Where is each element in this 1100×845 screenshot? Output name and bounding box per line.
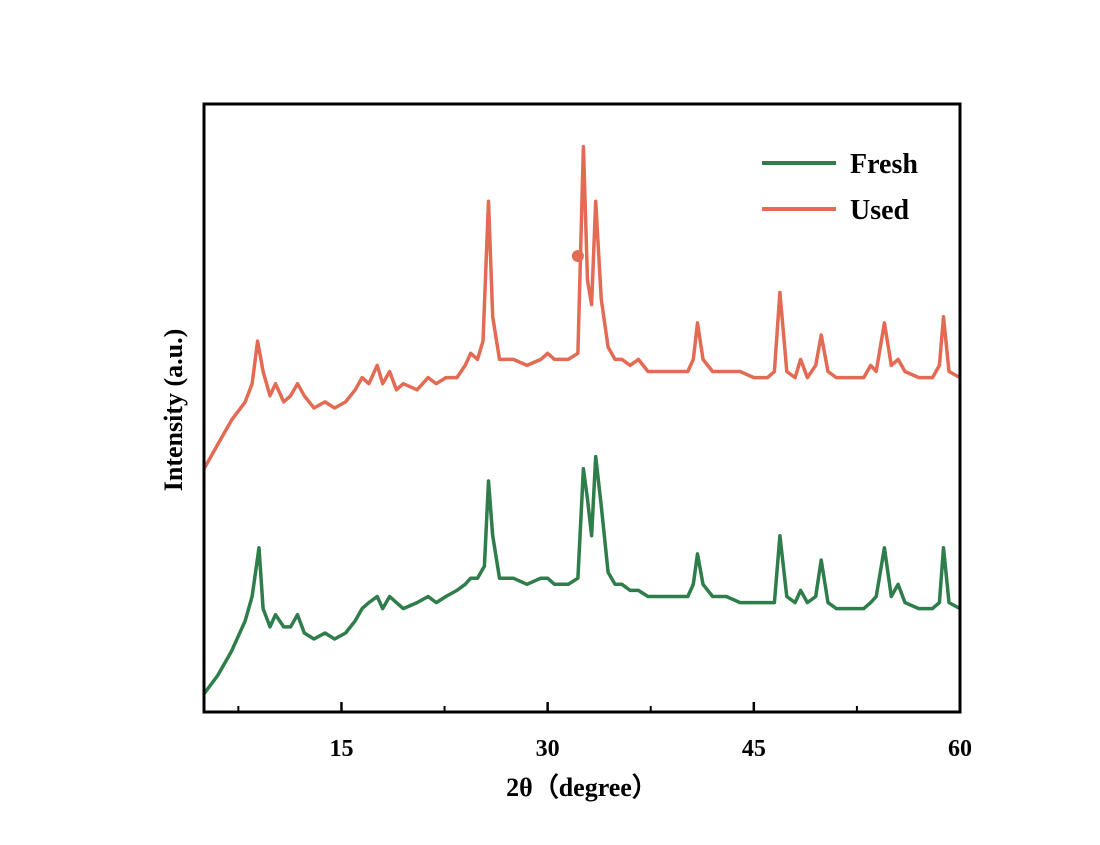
- plot-frame: [202, 102, 962, 714]
- legend: Fresh Used: [762, 149, 918, 226]
- legend-label-used: Used: [850, 195, 910, 226]
- x-tick-label: 30: [536, 736, 560, 762]
- series-line-used: [202, 144, 961, 470]
- annotation-layer: [571, 250, 584, 262]
- series-layer: [202, 144, 961, 695]
- x-tick-label: 15: [329, 736, 353, 762]
- peak-marker-dot: [571, 250, 584, 262]
- x-tick-label: 45: [742, 736, 766, 762]
- x-axis: 15 30 45 60: [237, 702, 972, 762]
- y-axis-label: Intensity (a.u.): [159, 329, 188, 492]
- x-axis-label: 2θ（degree）: [506, 773, 658, 802]
- legend-label-fresh: Fresh: [850, 149, 918, 180]
- series-line-fresh: [202, 454, 961, 695]
- x-tick-label: 60: [948, 736, 972, 762]
